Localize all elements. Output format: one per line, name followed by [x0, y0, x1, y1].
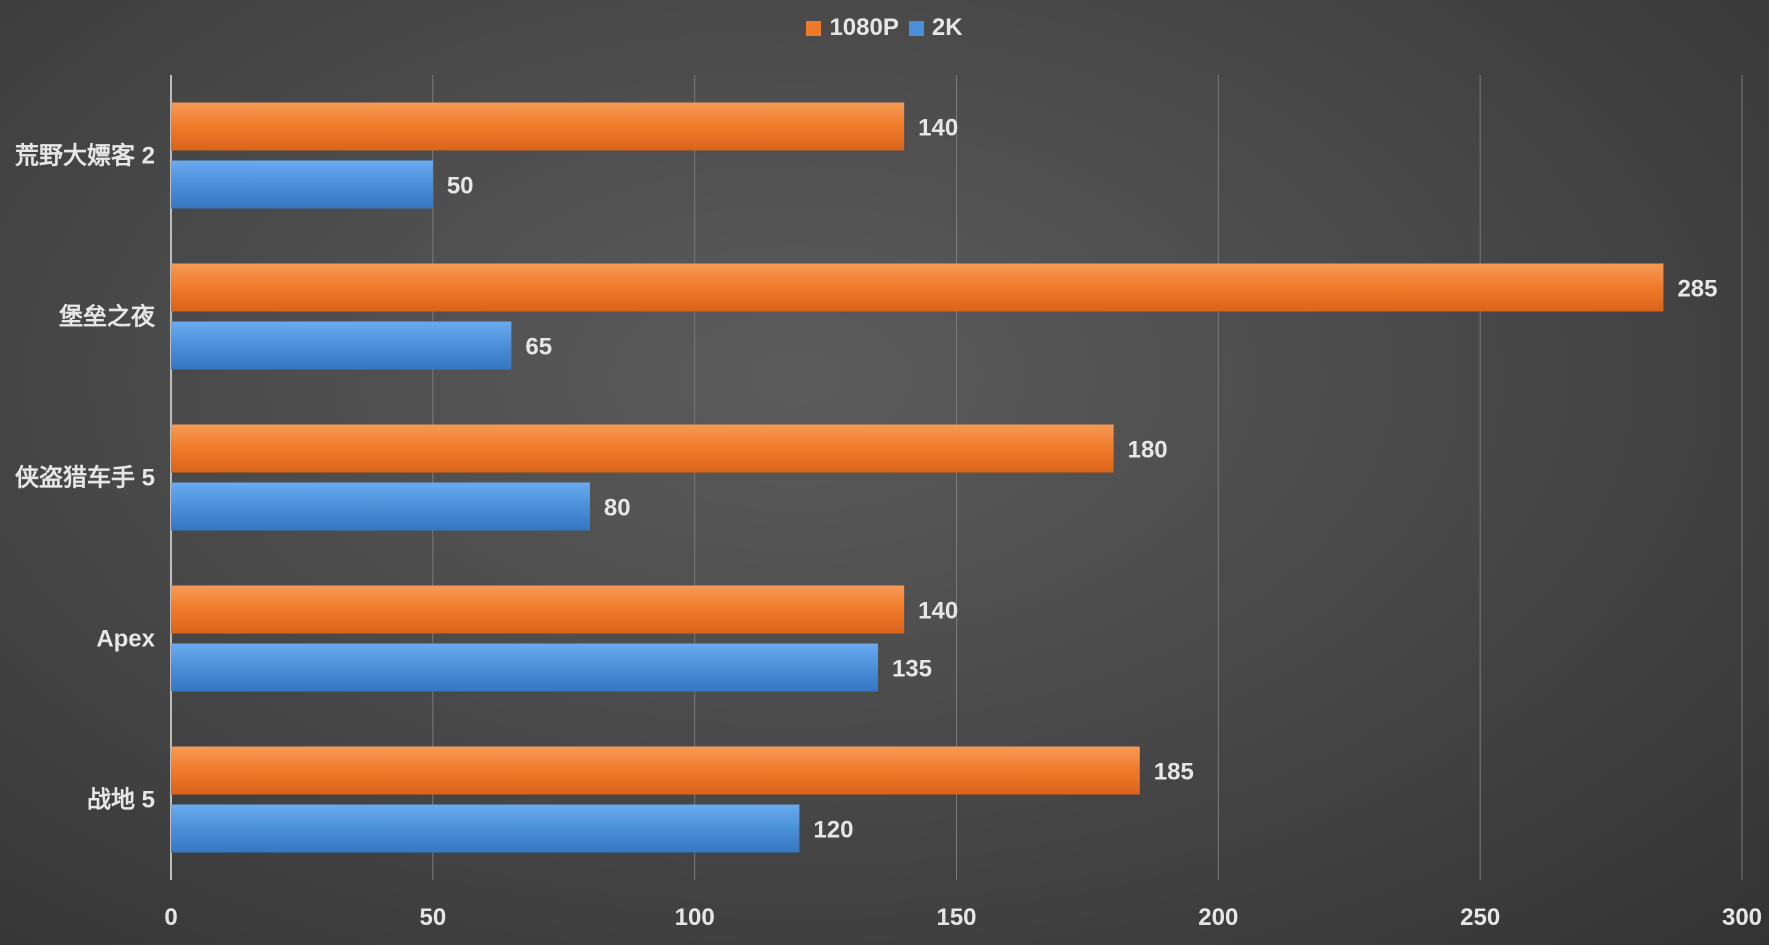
bar-2k-4 — [171, 804, 800, 853]
x-tick-label-150: 150 — [936, 904, 976, 931]
value-label-1080p-2: 180 — [1128, 437, 1168, 464]
legend-item-1080p: 1080P — [806, 14, 899, 42]
bars — [171, 102, 1664, 853]
x-tick-label-250: 250 — [1460, 904, 1500, 931]
bar-1080p-2 — [171, 424, 1114, 473]
value-label-1080p-0: 140 — [918, 115, 958, 142]
x-tick-label-100: 100 — [675, 904, 715, 931]
bar-1080p-0 — [171, 102, 905, 151]
value-label-1080p-4: 185 — [1154, 759, 1194, 786]
bar-1080p-4 — [171, 746, 1140, 795]
legend-item-2k: 2K — [908, 14, 963, 42]
value-label-2k-4: 120 — [813, 817, 853, 844]
bar-2k-1 — [171, 321, 512, 370]
category-label-2: 侠盗猎车手 5 — [15, 464, 155, 492]
bar-2k-0 — [171, 160, 433, 209]
legend-swatch-1080p — [806, 20, 822, 36]
category-label-3: Apex — [96, 626, 155, 653]
category-label-0: 荒野大嫖客 2 — [15, 142, 155, 170]
value-label-2k-2: 80 — [604, 495, 631, 522]
value-label-2k-1: 65 — [525, 334, 552, 361]
bar-2k-3 — [171, 643, 878, 692]
x-tick-label-200: 200 — [1198, 904, 1238, 931]
category-label-4: 战地 5 — [87, 787, 155, 814]
labels: 0 50 100 150 200 250 300 荒野大嫖客 2 140 50 堡垒之夜 285 65 侠… — [15, 115, 1762, 932]
legend-swatch-2k — [908, 20, 924, 36]
value-label-1080p-1: 285 — [1677, 276, 1717, 303]
bar-1080p-3 — [171, 585, 905, 634]
legend: 1080P 2K — [0, 14, 1769, 42]
grid-lines — [170, 75, 1743, 880]
value-label-1080p-3: 140 — [918, 598, 958, 625]
legend-label-2k: 2K — [931, 14, 963, 41]
value-label-2k-0: 50 — [447, 173, 474, 200]
bar-1080p-1 — [171, 263, 1664, 312]
x-tick-label-0: 0 — [164, 904, 177, 931]
category-label-1: 堡垒之夜 — [59, 303, 156, 331]
x-tick-label-300: 300 — [1722, 904, 1762, 931]
bar-2k-2 — [171, 482, 590, 531]
value-label-2k-3: 135 — [892, 656, 932, 683]
x-tick-label-50: 50 — [419, 904, 446, 931]
legend-label-1080p: 1080P — [829, 14, 899, 41]
